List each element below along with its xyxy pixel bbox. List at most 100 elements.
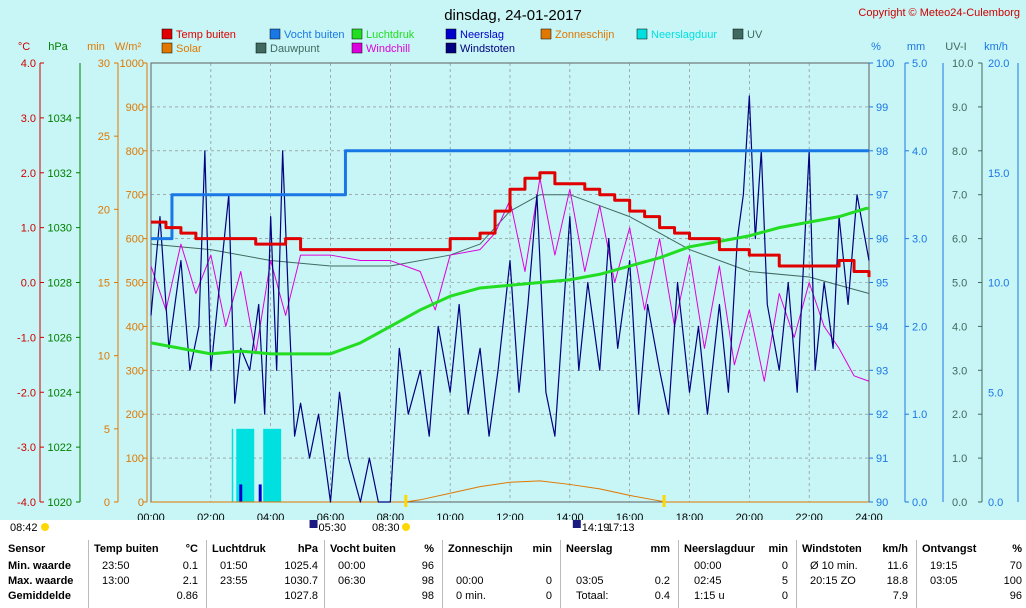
- table-cell-value: 11.6: [887, 560, 908, 572]
- table-cell-value: 1027.8: [284, 590, 318, 602]
- table-cell-time: 03:05: [576, 575, 604, 587]
- uv-tick: 0.0: [952, 497, 967, 509]
- table-row-label: Max. waarde: [8, 575, 74, 587]
- table-header-unit: %: [1012, 543, 1022, 555]
- hpa-tick: 1022: [48, 442, 72, 454]
- hpa-tick: 1030: [48, 223, 72, 235]
- legend-label: Temp buiten: [176, 29, 236, 41]
- table-cell-value: 0: [781, 560, 788, 572]
- uv-tick: 2.0: [952, 409, 967, 421]
- table-cell-time: 23:50: [102, 560, 130, 572]
- series-line-temp-buiten: [151, 171, 871, 278]
- copyright-text: Copyright © Meteo24-Culemborg: [858, 7, 1020, 19]
- sun-icon: [402, 523, 410, 531]
- hpa-tick: 1026: [48, 332, 72, 344]
- table-header-unit: hPa: [297, 543, 318, 555]
- solar-tick: 500: [126, 278, 144, 290]
- table-separator: [796, 540, 797, 608]
- temp-tick: 1.0: [21, 223, 36, 235]
- table-row-label: Min. waarde: [8, 560, 71, 572]
- temp-tick: -3.0: [17, 442, 36, 454]
- uv-tick: 1.0: [952, 453, 967, 465]
- table-cell-value: 7.9: [892, 590, 908, 602]
- table-cell-value: 0.4: [654, 590, 670, 602]
- axis-unit-pct: %: [871, 41, 881, 53]
- mm-tick: 4.0: [912, 146, 927, 158]
- pct-tick: 97: [876, 190, 888, 202]
- pct-tick: 98: [876, 146, 888, 158]
- pct-tick: 96: [876, 234, 888, 246]
- legend-swatch: [445, 28, 457, 40]
- table-cell-value: 96: [1009, 590, 1022, 602]
- solar-tick: 300: [126, 365, 144, 377]
- kmh-tick: 0.0: [988, 497, 1003, 509]
- uv-tick: 3.0: [952, 365, 967, 377]
- table-cell-value: 100: [1003, 575, 1022, 587]
- weather-chart: dinsdag, 24-01-2017 Copyright © Meteo24-…: [0, 0, 1026, 540]
- min-tick: 30: [98, 58, 110, 70]
- table-header: Windstoten: [802, 543, 862, 555]
- solar-tick: 800: [126, 146, 144, 158]
- table-separator: [442, 540, 443, 608]
- legend-swatch: [161, 42, 173, 54]
- axis-unit-solar: W/m²: [115, 41, 142, 53]
- table-cell-time: 00:00: [694, 560, 722, 572]
- legend-swatch: [351, 28, 363, 40]
- table-header-unit: %: [424, 543, 434, 555]
- table-cell-value: 2.1: [182, 575, 198, 587]
- kmh-tick: 15.0: [988, 168, 1009, 180]
- hpa-tick: 1032: [48, 168, 72, 180]
- pct-tick: 92: [876, 409, 888, 421]
- civil-time: 08:30: [372, 522, 400, 534]
- table-separator: [678, 540, 679, 608]
- min-tick: 10: [98, 351, 110, 363]
- solar-tick: 0: [138, 497, 144, 509]
- table-cell-value: 1030.7: [284, 575, 318, 587]
- table-header: Neerslag: [566, 543, 613, 555]
- axis-unit-hpa: hPa: [48, 41, 68, 53]
- solar-tick: 400: [126, 321, 144, 333]
- kmh-tick: 10.0: [988, 278, 1009, 290]
- series-line-luchtdruk: [150, 206, 869, 356]
- min-tick: 20: [98, 204, 110, 216]
- legend-swatch: [269, 28, 281, 40]
- legend-swatch: [351, 42, 363, 54]
- table-header-unit: km/h: [882, 543, 908, 555]
- legend-label: Neerslag: [460, 29, 504, 41]
- legend-label: Zonneschijn: [555, 29, 614, 41]
- temp-tick: 0.0: [21, 278, 36, 290]
- legend-label: Vocht buiten: [284, 29, 345, 41]
- axis-unit-mm: mm: [907, 41, 925, 53]
- axis-unit-min: min: [87, 41, 105, 53]
- kmh-tick: 20.0: [988, 58, 1009, 70]
- hpa-tick: 1024: [48, 387, 72, 399]
- table-cell-value: 5: [781, 575, 788, 587]
- sunset-marker: [662, 495, 666, 507]
- legend-swatch: [161, 28, 173, 40]
- uv-tick: 10.0: [952, 58, 973, 70]
- legend-label: UV: [747, 29, 763, 41]
- table-header-unit: min: [532, 543, 552, 555]
- table-separator: [206, 540, 207, 608]
- uv-tick: 8.0: [952, 146, 967, 158]
- pct-tick: 93: [876, 365, 888, 377]
- transit-icon: [572, 520, 581, 528]
- table-separator: [560, 540, 561, 608]
- table-cell-time: 19:15: [930, 560, 958, 572]
- table-header: Luchtdruk: [212, 543, 266, 555]
- temp-tick: 3.0: [21, 113, 36, 125]
- axis-unit-kmh: km/h: [984, 41, 1008, 53]
- table-cell-time: 13:00: [102, 575, 130, 587]
- solar-tick: 600: [126, 234, 144, 246]
- series-line-solar: [151, 480, 869, 503]
- table-cell-time: 06:30: [338, 575, 366, 587]
- table-header: Vocht buiten: [330, 543, 396, 555]
- chart-background: [0, 0, 1026, 540]
- sun-dawn-time: 08:42: [10, 522, 38, 534]
- solar-tick: 100: [126, 453, 144, 465]
- min-tick: 15: [98, 278, 110, 290]
- temp-tick: -4.0: [17, 497, 36, 509]
- temp-tick: 2.0: [21, 168, 36, 180]
- legend-label: Luchtdruk: [366, 29, 415, 41]
